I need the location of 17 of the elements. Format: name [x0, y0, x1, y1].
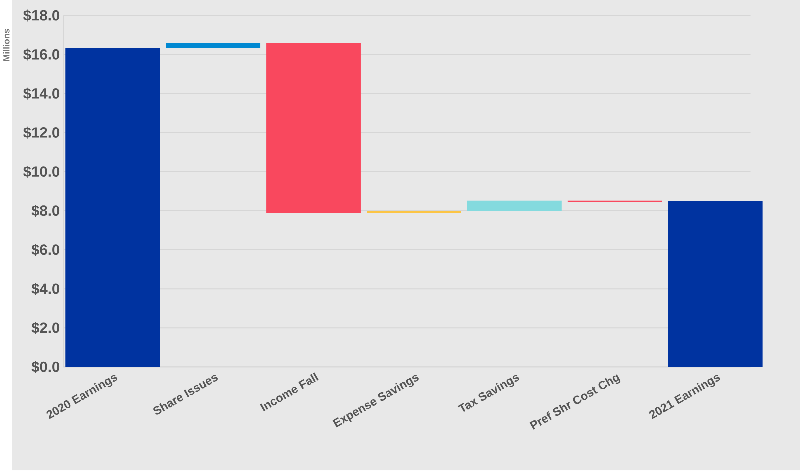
y-tick-label: $12.0 [24, 127, 60, 140]
bar [66, 48, 160, 368]
y-tick-label: $8.0 [32, 205, 60, 218]
y-tick-label: $16.0 [24, 49, 60, 62]
bar [266, 44, 361, 214]
y-tick-label: $4.0 [32, 283, 60, 296]
y-tick-label: $0.0 [32, 361, 60, 374]
x-tick-label: Pref Shr Cost Chg [530, 374, 621, 430]
y-tick-label: $2.0 [32, 322, 60, 334]
y-tick-label: $6.0 [32, 244, 60, 256]
bar [467, 201, 562, 212]
bar [166, 44, 261, 48]
bar [668, 201, 763, 368]
y-tick-label: $14.0 [24, 88, 60, 100]
y-axis-title: Millions [3, 29, 10, 62]
y-tick-label: $18.0 [24, 10, 60, 22]
y-tick-label: $10.0 [24, 166, 60, 178]
